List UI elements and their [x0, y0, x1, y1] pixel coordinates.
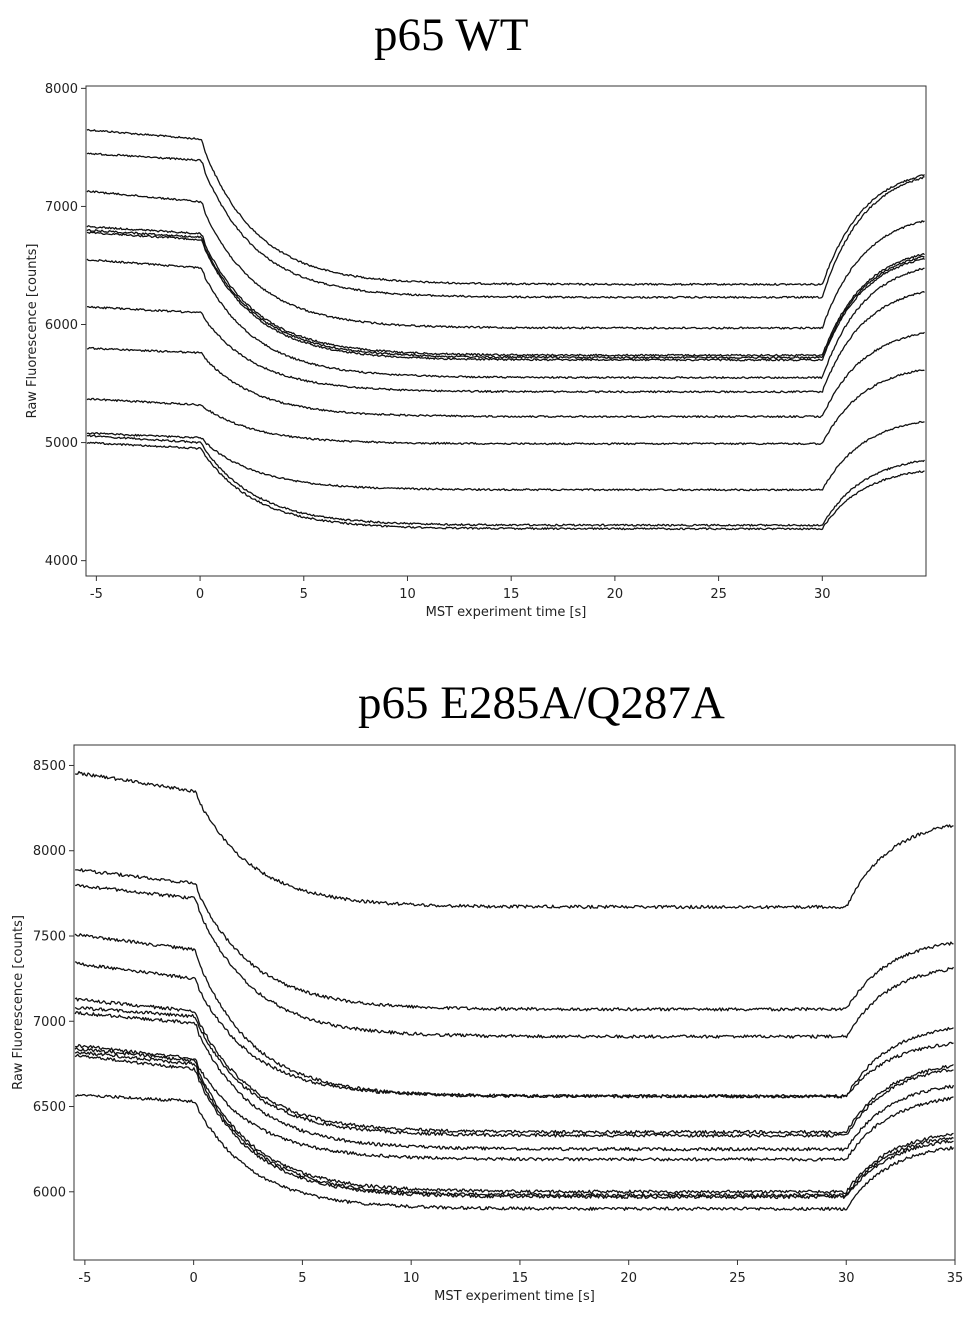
trace-line: [86, 128, 925, 286]
trace-line: [86, 290, 925, 394]
chart-title: p65 WT: [374, 9, 529, 61]
x-tick-label: -5: [90, 587, 103, 602]
plot-frame: [85, 85, 927, 577]
x-tick-label: 30: [838, 1271, 855, 1286]
y-tick-label: 8500: [33, 759, 66, 774]
x-tick-label: 0: [190, 1271, 198, 1286]
trace-line: [86, 152, 925, 299]
trace-line: [75, 868, 954, 1012]
trace-line: [75, 1043, 954, 1162]
y-tick-label: 5000: [45, 436, 78, 451]
trace-line: [86, 369, 925, 446]
mst-chart-wt: -5 0 5 10 15 20 25 30 4000 5000 6000 7000 8000 MST ex…: [25, 82, 927, 620]
plot-frame: [73, 744, 956, 1261]
trace-line: [74, 997, 954, 1135]
y-tick-label: 7000: [33, 1015, 66, 1030]
y-axis-label: Raw Fluorescence [counts]: [11, 915, 26, 1090]
x-tick-label: 20: [620, 1271, 637, 1286]
trace-line: [86, 441, 925, 531]
x-tick-label: 0: [196, 587, 204, 602]
x-tick-label: 35: [947, 1271, 964, 1286]
y-tick-label: 8000: [33, 844, 66, 859]
x-tick-label: 10: [403, 1271, 420, 1286]
x-tick-label: -5: [78, 1271, 91, 1286]
y-tick-label: 8000: [45, 82, 78, 97]
trace-line: [74, 961, 954, 1099]
x-tick-label: 20: [607, 587, 624, 602]
trace-line: [74, 1006, 954, 1138]
x-axis-label: MST experiment time [s]: [426, 605, 587, 620]
y-axis-label: Raw Fluorescence [counts]: [25, 244, 40, 419]
y-tick-label: 7500: [33, 929, 66, 944]
y-tick-label: 4000: [45, 554, 78, 569]
y-tick-label: 6000: [33, 1185, 66, 1200]
y-tick-label: 6500: [33, 1100, 66, 1115]
chart-title: p65 E285A/Q287A: [358, 677, 725, 729]
x-tick-label: 15: [503, 587, 520, 602]
x-tick-label: 5: [298, 1271, 306, 1286]
trace-line: [86, 331, 925, 419]
x-tick-label: 25: [729, 1271, 746, 1286]
trace-line: [86, 258, 925, 380]
trace-line: [86, 190, 925, 330]
x-tick-label: 15: [512, 1271, 529, 1286]
trace-line: [74, 1053, 954, 1200]
x-tick-label: 30: [814, 587, 831, 602]
trace-line: [86, 228, 925, 360]
trace-line: [74, 933, 954, 1099]
x-tick-label: 5: [300, 587, 308, 602]
trace-line: [74, 1011, 955, 1152]
trace-line: [86, 231, 925, 362]
trace-line: [74, 1051, 954, 1198]
trace-line: [86, 225, 925, 357]
trace-line: [74, 1047, 954, 1195]
trace-line: [75, 1093, 955, 1212]
x-tick-label: 10: [399, 587, 416, 602]
trace-line: [74, 770, 954, 910]
y-tick-label: 7000: [45, 200, 78, 215]
mst-chart-mutant: -5 0 5 10 15 20 25 30 35 6000 6500 7000 7500 8000 8500…: [11, 744, 964, 1304]
y-tick-label: 6000: [45, 318, 78, 333]
trace-line: [86, 434, 925, 527]
trace-line: [86, 420, 925, 492]
trace-group: [86, 128, 925, 531]
trace-line: [75, 883, 955, 1039]
x-axis-label: MST experiment time [s]: [434, 1289, 595, 1304]
x-tick-label: 25: [710, 587, 727, 602]
trace-group: [74, 770, 955, 1212]
